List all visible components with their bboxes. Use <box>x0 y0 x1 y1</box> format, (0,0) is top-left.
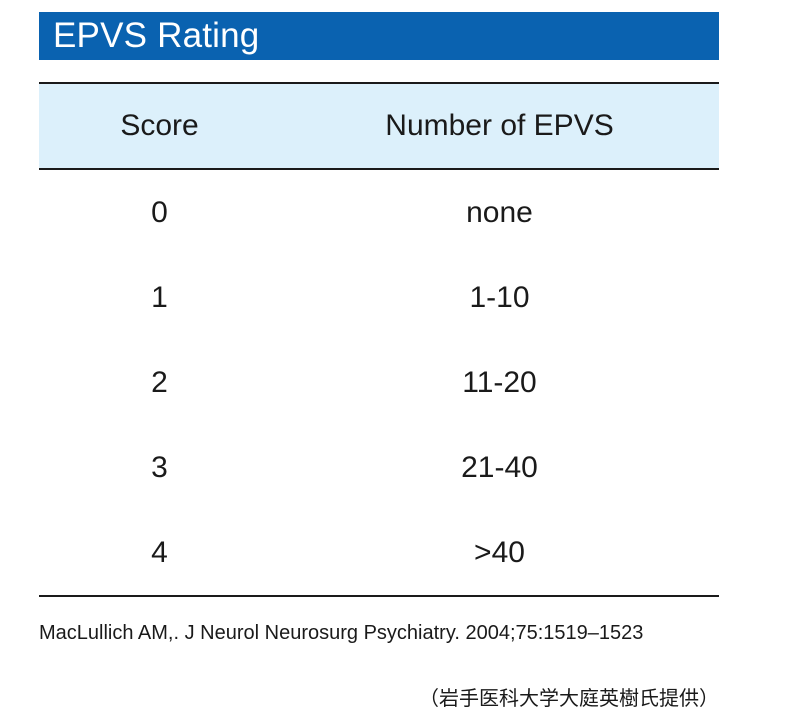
title-bar: EPVS Rating <box>39 12 719 60</box>
count-cell: 21-40 <box>461 450 538 484</box>
header-number-of-epvs: Number of EPVS <box>385 109 614 142</box>
table-row: 4 >40 <box>39 510 719 595</box>
count-cell: 1-10 <box>469 280 530 314</box>
table-header: Score Number of EPVS <box>39 84 719 170</box>
count-cell: >40 <box>474 535 525 569</box>
table-row: 1 1-10 <box>39 255 719 340</box>
score-cell: 4 <box>151 535 168 569</box>
image-credit: （岩手医科大学大庭英樹氏提供） <box>419 686 719 710</box>
page-title: EPVS Rating <box>53 16 260 55</box>
table-row: 0 none <box>39 170 719 255</box>
header-score: Score <box>120 109 199 142</box>
count-cell: none <box>466 195 533 229</box>
score-cell: 2 <box>151 365 168 399</box>
score-cell: 1 <box>151 280 168 314</box>
count-cell: 11-20 <box>462 365 537 399</box>
table-row: 3 21-40 <box>39 425 719 510</box>
score-cell: 3 <box>151 450 168 484</box>
epvs-rating-table: Score Number of EPVS 0 none 1 1-10 2 11-… <box>39 82 719 597</box>
score-cell: 0 <box>151 195 168 229</box>
citation: MacLullich AM,. J Neurol Neurosurg Psych… <box>39 622 644 644</box>
table-row: 2 11-20 <box>39 340 719 425</box>
